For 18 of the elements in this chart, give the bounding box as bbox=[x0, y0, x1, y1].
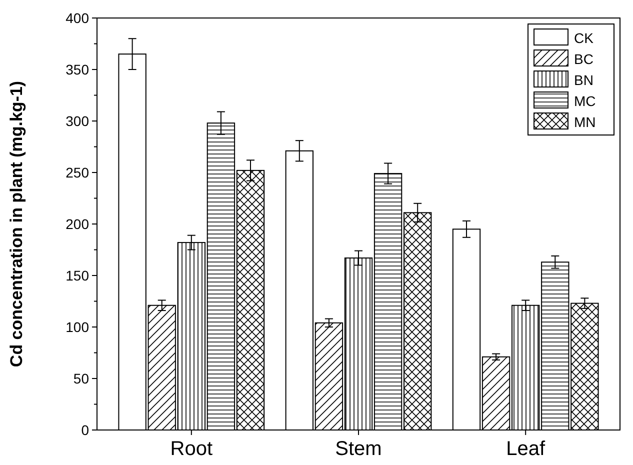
legend-label: BN bbox=[574, 72, 594, 88]
y-tick-label: 400 bbox=[66, 10, 90, 26]
y-tick-label: 0 bbox=[81, 422, 90, 438]
y-tick-label: 50 bbox=[73, 370, 90, 386]
y-tick-label: 150 bbox=[66, 267, 90, 284]
y-tick-label: 300 bbox=[66, 112, 90, 129]
legend-label: BC bbox=[574, 51, 594, 67]
y-tick-label: 200 bbox=[66, 216, 90, 232]
legend-label: MN bbox=[574, 114, 596, 130]
legend-label: MC bbox=[574, 93, 596, 109]
y-tick-label: 350 bbox=[66, 61, 90, 78]
y-tick-label: 100 bbox=[66, 318, 90, 335]
x-tick-label: Stem bbox=[335, 438, 382, 460]
x-tick-label: Root bbox=[170, 438, 213, 460]
x-tick-label: Leaf bbox=[506, 438, 546, 460]
y-tick-label: 250 bbox=[66, 164, 90, 180]
y-axis-title: Cd concentration in plant (mg.kg-1) bbox=[7, 80, 26, 368]
legend-label: CK bbox=[574, 30, 594, 46]
